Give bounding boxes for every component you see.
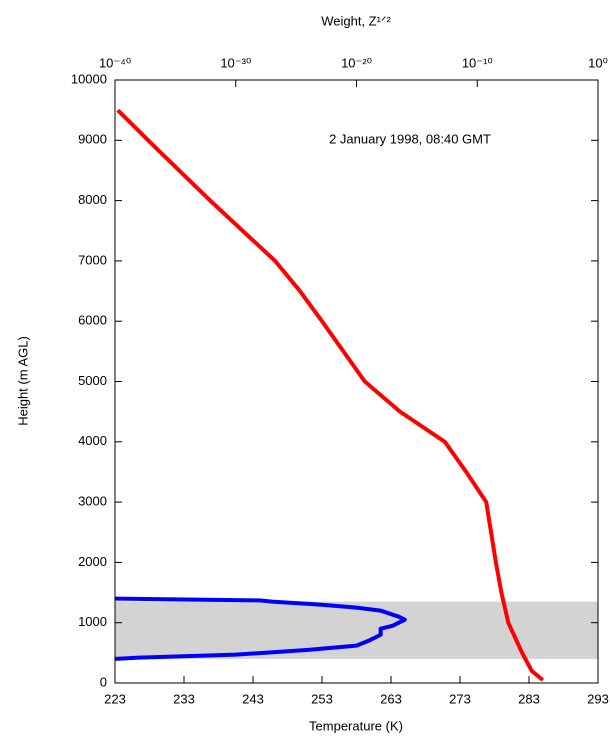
y-tick-label: 9000 bbox=[78, 132, 107, 147]
series-line bbox=[114, 596, 407, 661]
x-tick-label: 233 bbox=[173, 691, 195, 706]
y-axis-label: Height (m AGL) bbox=[15, 336, 30, 426]
x2-tick-label: 10⁰ bbox=[588, 55, 608, 70]
y-tick-label: 2000 bbox=[78, 554, 107, 569]
series-line bbox=[116, 108, 545, 682]
y-tick-label: 7000 bbox=[78, 252, 107, 267]
y-tick-label: 6000 bbox=[78, 313, 107, 328]
x2-axis-label: Weight, Z¹ᐟ² bbox=[321, 13, 391, 28]
y-tick-label: 1000 bbox=[78, 614, 107, 629]
annotation: 2 January 1998, 08:40 GMT bbox=[329, 131, 491, 146]
y-tick-label: 10000 bbox=[71, 71, 107, 86]
plot-frame bbox=[114, 79, 599, 684]
x-tick-label: 293 bbox=[587, 691, 609, 706]
x-axis-label: Temperature (K) bbox=[309, 718, 403, 733]
x-tick-label: 283 bbox=[518, 691, 540, 706]
x-tick-label: 263 bbox=[380, 691, 402, 706]
y-tick-label: 5000 bbox=[78, 373, 107, 388]
shaded-band bbox=[115, 601, 598, 659]
y-tick-label: 0 bbox=[100, 674, 107, 689]
y-tick-label: 4000 bbox=[78, 433, 107, 448]
x-tick-label: 223 bbox=[104, 691, 126, 706]
x2-tick-label: 10⁻²⁰ bbox=[341, 55, 372, 70]
x2-tick-label: 10⁻⁴⁰ bbox=[99, 55, 131, 70]
x2-tick-label: 10⁻¹⁰ bbox=[462, 55, 493, 70]
x-tick-label: 273 bbox=[449, 691, 471, 706]
x-tick-label: 243 bbox=[242, 691, 264, 706]
x-tick-label: 253 bbox=[311, 691, 333, 706]
y-tick-label: 3000 bbox=[78, 494, 107, 509]
x2-tick-label: 10⁻³⁰ bbox=[220, 55, 251, 70]
y-tick-label: 8000 bbox=[78, 192, 107, 207]
